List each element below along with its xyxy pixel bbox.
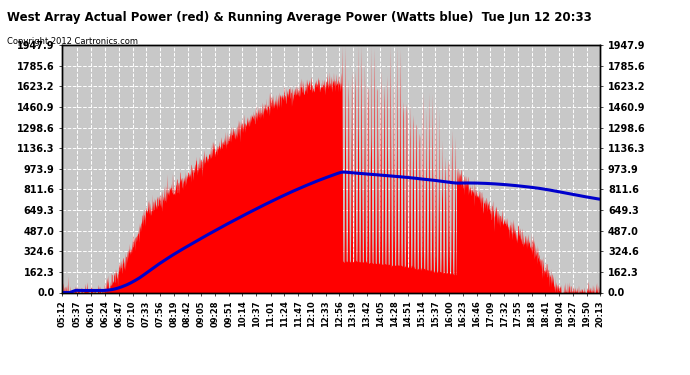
Text: Copyright 2012 Cartronics.com: Copyright 2012 Cartronics.com	[7, 38, 138, 46]
Text: West Array Actual Power (red) & Running Average Power (Watts blue)  Tue Jun 12 2: West Array Actual Power (red) & Running …	[7, 11, 591, 24]
